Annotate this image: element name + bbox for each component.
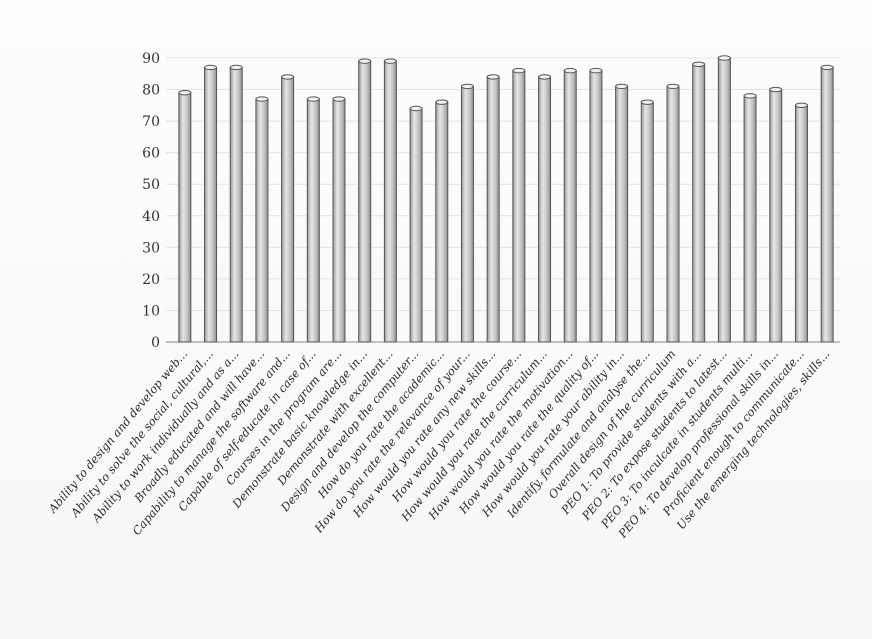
bar-11	[435, 99, 449, 343]
bar-5	[281, 74, 295, 343]
bar-body	[692, 63, 706, 343]
bar-cap	[383, 58, 397, 64]
y-tick-label: 20	[142, 272, 160, 288]
bar-cap	[717, 55, 731, 61]
bar-body	[640, 101, 654, 343]
bar-cap	[666, 83, 680, 90]
bar-cap	[204, 64, 218, 71]
bar-25	[794, 102, 808, 343]
bar-15	[538, 74, 552, 343]
x-axis-labels: Ability to design and develop web...Abil…	[45, 347, 833, 541]
bar-body	[358, 60, 372, 343]
bar-cap	[743, 93, 757, 99]
bar-cap	[538, 74, 552, 80]
bar-body	[794, 104, 808, 343]
bar-body	[204, 66, 218, 343]
bar-4	[255, 96, 269, 343]
bar-body	[306, 98, 320, 343]
bar-body	[666, 85, 680, 343]
bar-body	[255, 98, 269, 343]
bar-body	[717, 57, 731, 343]
bar-body	[589, 70, 603, 343]
y-tick-label: 50	[142, 177, 160, 193]
bar-cap	[229, 64, 243, 71]
bar-cap	[589, 67, 603, 74]
bar-16	[563, 67, 577, 343]
bar-body	[332, 98, 346, 343]
bar-cap	[281, 74, 295, 80]
bar-8	[358, 58, 372, 343]
bar-cap	[306, 96, 320, 102]
bar-body	[229, 66, 243, 343]
bar-cap	[794, 102, 808, 109]
y-tick-label: 80	[142, 83, 160, 99]
bar-1	[178, 90, 192, 343]
y-tick-label: 0	[151, 335, 160, 351]
y-tick-label: 60	[142, 146, 160, 162]
bar-19	[640, 99, 654, 343]
y-tick-label: 70	[142, 114, 160, 130]
bar-13	[486, 74, 500, 343]
bar-12	[460, 83, 474, 343]
bar-body	[615, 85, 629, 343]
y-tick-label: 10	[142, 303, 160, 319]
bar-cap	[255, 96, 269, 102]
bar-cap	[460, 83, 474, 90]
y-tick-label: 90	[142, 51, 160, 67]
bar-18	[615, 83, 629, 343]
bar-body	[538, 76, 552, 343]
y-tick-label: 40	[142, 209, 160, 225]
bar-cap	[692, 61, 706, 68]
bar-body	[743, 95, 757, 343]
bar-body	[435, 101, 449, 343]
bar-cap	[409, 105, 423, 112]
bar-cap	[563, 67, 577, 74]
bars	[178, 55, 834, 343]
bar-body	[486, 76, 500, 343]
bar-cap	[358, 58, 372, 64]
bar-9	[383, 58, 397, 343]
y-tick-label: 30	[142, 240, 160, 256]
bar-cap	[435, 99, 449, 105]
bar-body	[820, 66, 834, 343]
bar-body	[383, 60, 397, 343]
bar-23	[743, 93, 757, 343]
bar-body	[769, 89, 783, 343]
bar-body	[512, 70, 526, 343]
bar-24	[769, 86, 783, 343]
bar-cap	[178, 90, 192, 96]
bar-21	[692, 61, 706, 343]
bar-22	[717, 55, 731, 343]
bar-body	[460, 85, 474, 343]
bar-cap	[615, 83, 629, 90]
bar-3	[229, 64, 243, 343]
bar-cap	[486, 74, 500, 80]
bar-body	[281, 76, 295, 343]
bar-6	[306, 96, 320, 343]
bar-cap	[332, 96, 346, 102]
bar-body	[563, 70, 577, 343]
bar-cap	[640, 99, 654, 105]
bar-7	[332, 96, 346, 343]
bar-10	[409, 105, 423, 343]
bar-17	[589, 67, 603, 343]
bar-cap	[512, 67, 526, 74]
bar-cap	[769, 86, 783, 93]
bar-20	[666, 83, 680, 343]
bar-body	[178, 92, 192, 343]
bar-cap	[820, 64, 834, 71]
bar-body	[409, 107, 423, 343]
bar-2	[204, 64, 218, 343]
bar-14	[512, 67, 526, 343]
bar-26	[820, 64, 834, 343]
y-axis-ticks: 0 10 20 30 40 50 60 70 80 90	[142, 51, 160, 351]
